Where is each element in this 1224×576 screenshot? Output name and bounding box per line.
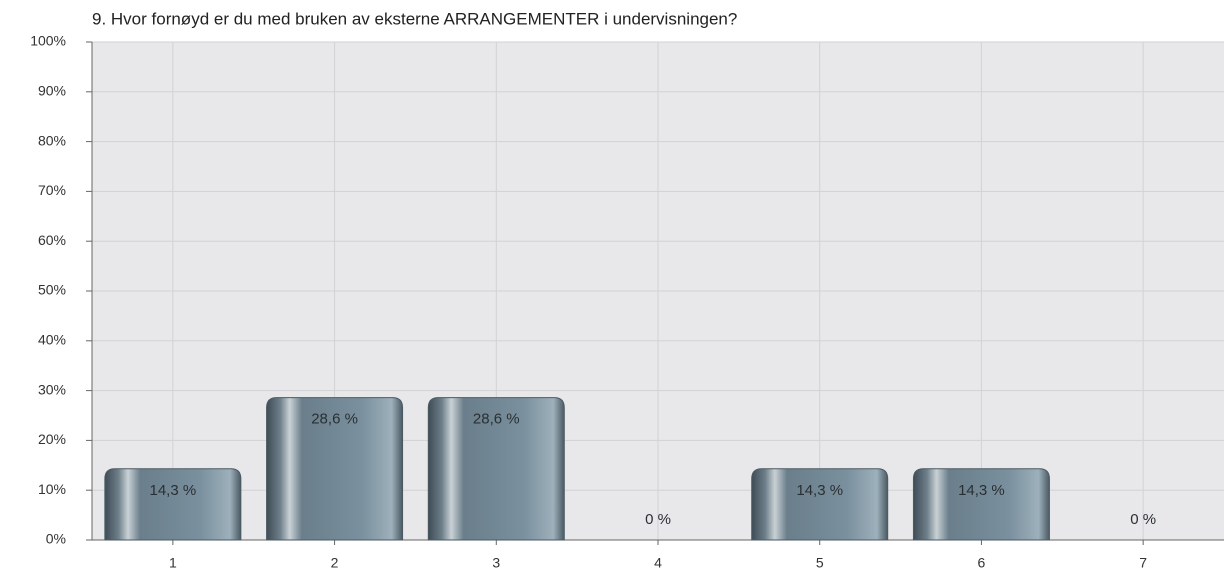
y-tick-label: 0%	[46, 531, 66, 547]
value-label: 14,3 %	[958, 482, 1005, 499]
bar	[266, 397, 404, 541]
bar	[912, 468, 1050, 541]
bar	[427, 397, 565, 541]
value-label: 14,3 %	[150, 482, 197, 499]
x-tick-label: 4	[654, 555, 662, 571]
y-tick-label: 80%	[38, 132, 66, 148]
value-label: 28,6 %	[473, 411, 520, 428]
value-label: 0 %	[645, 511, 671, 528]
x-tick-label: 6	[978, 555, 986, 571]
bar	[104, 468, 242, 541]
y-tick-label: 40%	[38, 332, 66, 348]
y-tick-label: 30%	[38, 381, 66, 397]
x-tick-label: 5	[816, 555, 824, 571]
y-tick-label: 50%	[38, 282, 66, 298]
value-label: 14,3 %	[796, 482, 843, 499]
x-tick-label: 3	[492, 555, 500, 571]
chart-title: 9. Hvor fornøyd er du med bruken av ekst…	[92, 9, 737, 28]
value-label: 28,6 %	[311, 411, 358, 428]
value-label: 0 %	[1130, 511, 1156, 528]
x-tick-label: 7	[1139, 555, 1147, 571]
y-tick-label: 20%	[38, 431, 66, 447]
bar	[751, 468, 889, 541]
x-tick-label: 1	[169, 555, 177, 571]
y-tick-label: 90%	[38, 83, 66, 99]
y-tick-label: 60%	[38, 232, 66, 248]
y-tick-label: 10%	[38, 481, 66, 497]
y-tick-label: 70%	[38, 182, 66, 198]
y-tick-label: 100%	[30, 33, 66, 49]
x-tick-label: 2	[331, 555, 339, 571]
